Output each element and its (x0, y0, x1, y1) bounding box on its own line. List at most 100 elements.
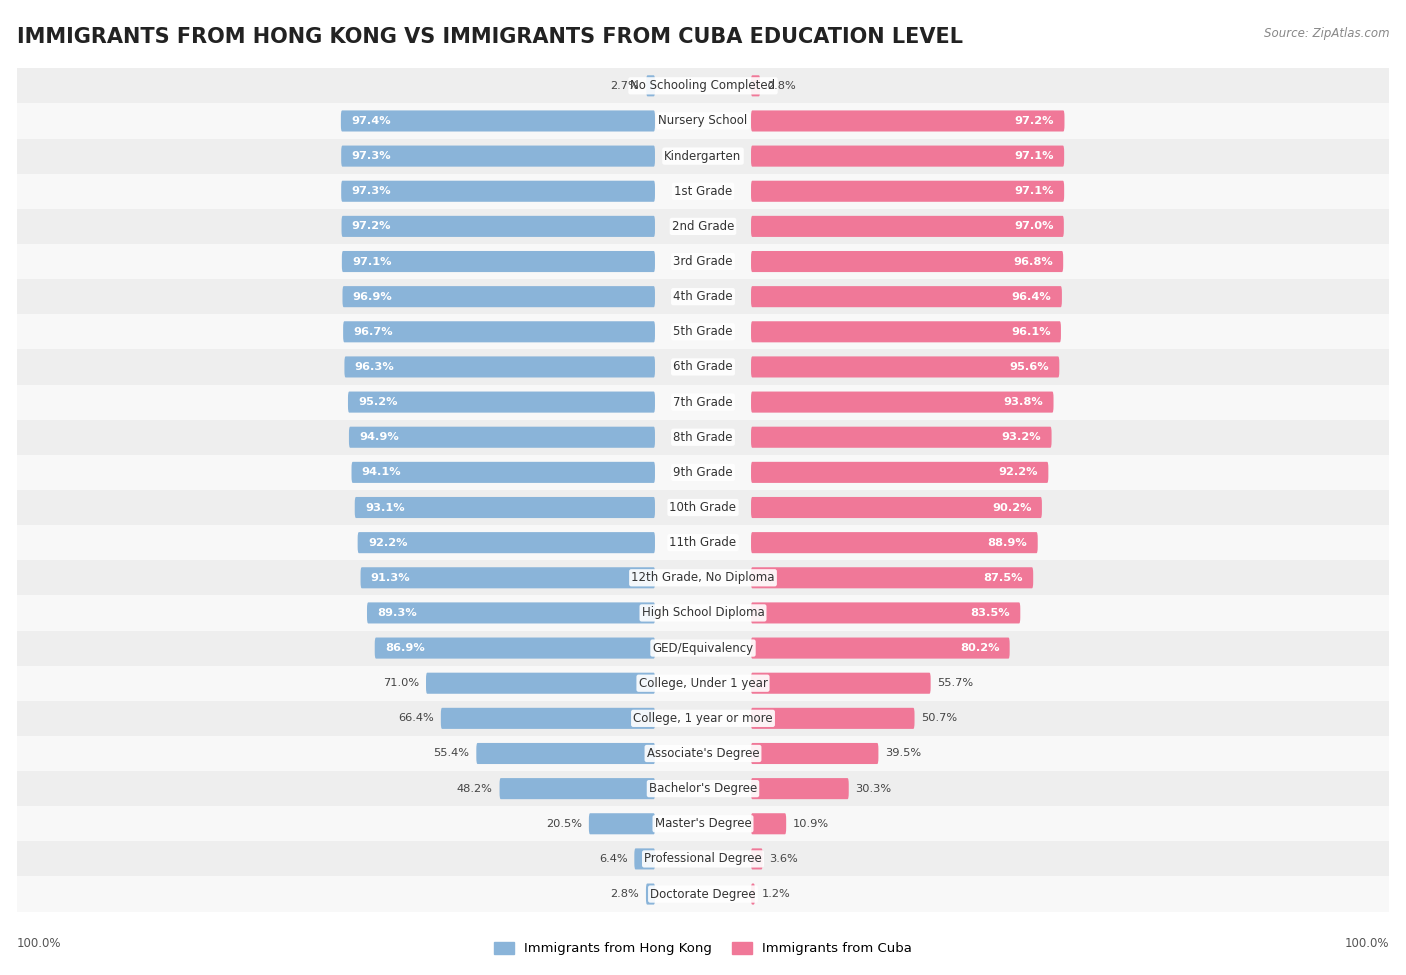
Bar (17, 806, 1389, 841)
FancyBboxPatch shape (342, 215, 655, 237)
Text: 80.2%: 80.2% (960, 644, 1000, 653)
Text: Bachelor's Degree: Bachelor's Degree (650, 782, 756, 796)
Bar (17, 877, 1389, 912)
Text: 10th Grade: 10th Grade (669, 501, 737, 514)
Text: Kindergarten: Kindergarten (665, 149, 741, 163)
Text: College, 1 year or more: College, 1 year or more (633, 712, 773, 724)
Text: 10.9%: 10.9% (793, 819, 830, 829)
Text: 96.1%: 96.1% (1011, 327, 1050, 336)
Text: 4th Grade: 4th Grade (673, 291, 733, 303)
Text: 95.6%: 95.6% (1010, 362, 1049, 371)
Text: 87.5%: 87.5% (983, 572, 1024, 583)
FancyBboxPatch shape (751, 708, 914, 729)
Text: 94.1%: 94.1% (361, 467, 402, 478)
Text: 66.4%: 66.4% (398, 714, 434, 723)
FancyBboxPatch shape (751, 567, 1033, 588)
FancyBboxPatch shape (751, 638, 1010, 659)
Text: 86.9%: 86.9% (385, 644, 425, 653)
FancyBboxPatch shape (344, 357, 655, 377)
Text: 89.3%: 89.3% (377, 608, 418, 618)
FancyBboxPatch shape (340, 110, 655, 132)
FancyBboxPatch shape (360, 567, 655, 588)
Bar (17, 209, 1389, 244)
Text: 12th Grade, No Diploma: 12th Grade, No Diploma (631, 571, 775, 584)
Text: 100.0%: 100.0% (1344, 937, 1389, 951)
Text: 97.1%: 97.1% (1014, 151, 1054, 161)
Text: 92.2%: 92.2% (368, 537, 408, 548)
Text: 96.7%: 96.7% (353, 327, 394, 336)
Text: 39.5%: 39.5% (886, 749, 921, 759)
Bar (17, 314, 1389, 349)
Text: 3rd Grade: 3rd Grade (673, 255, 733, 268)
Text: 7th Grade: 7th Grade (673, 396, 733, 409)
Bar (17, 490, 1389, 526)
Text: Nursery School: Nursery School (658, 114, 748, 128)
Text: 96.8%: 96.8% (1014, 256, 1053, 266)
FancyBboxPatch shape (751, 75, 761, 97)
Text: 97.2%: 97.2% (352, 221, 391, 231)
Text: 71.0%: 71.0% (382, 679, 419, 688)
FancyBboxPatch shape (751, 497, 1042, 518)
FancyBboxPatch shape (645, 883, 655, 905)
FancyBboxPatch shape (751, 848, 762, 870)
Legend: Immigrants from Hong Kong, Immigrants from Cuba: Immigrants from Hong Kong, Immigrants fr… (489, 937, 917, 960)
FancyBboxPatch shape (357, 532, 655, 553)
FancyBboxPatch shape (634, 848, 655, 870)
Bar (17, 701, 1389, 736)
Text: 93.2%: 93.2% (1001, 432, 1042, 443)
FancyBboxPatch shape (342, 145, 655, 167)
Bar (17, 841, 1389, 877)
Bar (17, 384, 1389, 419)
Bar (17, 138, 1389, 174)
Text: 30.3%: 30.3% (856, 784, 891, 794)
FancyBboxPatch shape (347, 392, 655, 412)
Bar (17, 561, 1389, 596)
Text: High School Diploma: High School Diploma (641, 606, 765, 619)
FancyBboxPatch shape (751, 778, 849, 800)
Text: 97.2%: 97.2% (1015, 116, 1054, 126)
Text: 88.9%: 88.9% (987, 537, 1028, 548)
FancyBboxPatch shape (342, 180, 655, 202)
Bar (17, 103, 1389, 138)
Text: 2nd Grade: 2nd Grade (672, 220, 734, 233)
Text: 48.2%: 48.2% (457, 784, 492, 794)
FancyBboxPatch shape (751, 215, 1064, 237)
Text: Master's Degree: Master's Degree (655, 817, 751, 831)
Text: 97.1%: 97.1% (1014, 186, 1054, 196)
Text: 8th Grade: 8th Grade (673, 431, 733, 444)
Bar (17, 666, 1389, 701)
Bar (17, 68, 1389, 103)
FancyBboxPatch shape (751, 251, 1063, 272)
FancyBboxPatch shape (751, 743, 879, 764)
Text: 92.2%: 92.2% (998, 467, 1038, 478)
Text: 97.0%: 97.0% (1014, 221, 1053, 231)
Text: GED/Equivalency: GED/Equivalency (652, 642, 754, 654)
Text: College, Under 1 year: College, Under 1 year (638, 677, 768, 689)
FancyBboxPatch shape (751, 110, 1064, 132)
Text: 1st Grade: 1st Grade (673, 184, 733, 198)
FancyBboxPatch shape (751, 145, 1064, 167)
Bar (17, 419, 1389, 454)
FancyBboxPatch shape (751, 286, 1062, 307)
Text: Associate's Degree: Associate's Degree (647, 747, 759, 760)
Text: 55.7%: 55.7% (938, 679, 973, 688)
Text: 97.1%: 97.1% (352, 256, 392, 266)
Text: Source: ZipAtlas.com: Source: ZipAtlas.com (1264, 27, 1389, 40)
Bar (17, 244, 1389, 279)
Text: Professional Degree: Professional Degree (644, 852, 762, 866)
Text: 95.2%: 95.2% (359, 397, 398, 408)
Text: 97.4%: 97.4% (352, 116, 391, 126)
Text: 100.0%: 100.0% (17, 937, 62, 951)
Text: 96.4%: 96.4% (1012, 292, 1052, 301)
Bar (17, 349, 1389, 384)
Text: 94.9%: 94.9% (359, 432, 399, 443)
FancyBboxPatch shape (751, 532, 1038, 553)
Text: 2.7%: 2.7% (610, 81, 640, 91)
Text: IMMIGRANTS FROM HONG KONG VS IMMIGRANTS FROM CUBA EDUCATION LEVEL: IMMIGRANTS FROM HONG KONG VS IMMIGRANTS … (17, 27, 963, 48)
Text: 96.9%: 96.9% (353, 292, 392, 301)
FancyBboxPatch shape (441, 708, 655, 729)
Text: 97.3%: 97.3% (352, 186, 391, 196)
FancyBboxPatch shape (751, 392, 1053, 412)
FancyBboxPatch shape (751, 462, 1049, 483)
FancyBboxPatch shape (343, 322, 655, 342)
